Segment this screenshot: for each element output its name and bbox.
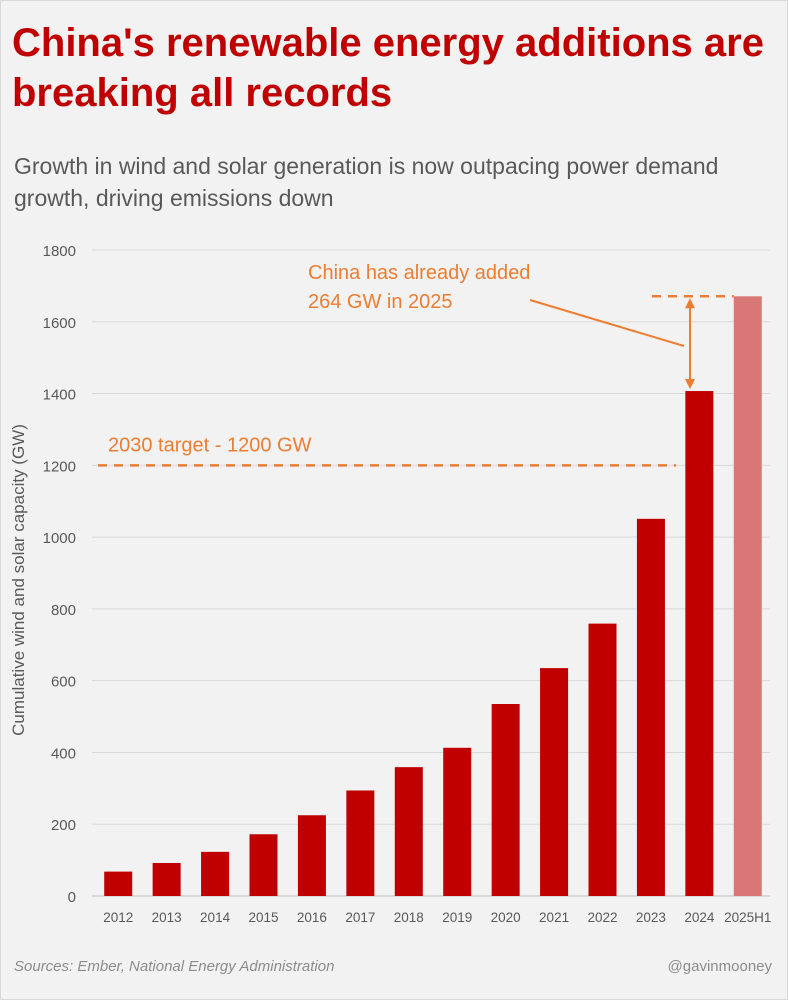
added-label-line1: China has already added bbox=[308, 262, 530, 284]
y-tick-label: 600 bbox=[51, 674, 76, 691]
x-tick-label: 2017 bbox=[345, 910, 375, 925]
y-axis-ticks: 0 200 400 600 800 1000 1200 1400 1600 1800 bbox=[43, 243, 76, 906]
y-tick-label: 800 bbox=[51, 602, 76, 619]
chart-title: China's renewable energy additions are b… bbox=[12, 21, 764, 115]
bar-2014 bbox=[201, 851, 230, 896]
target-label: 2030 target - 1200 GW bbox=[108, 434, 312, 456]
bar-2013 bbox=[152, 862, 181, 896]
x-tick-label: 2018 bbox=[394, 910, 424, 925]
y-tick-label: 1400 bbox=[43, 387, 76, 404]
y-tick-label: 1200 bbox=[43, 458, 76, 475]
chart-subtitle: Growth in wind and solar generation is n… bbox=[14, 153, 719, 211]
gridlines bbox=[92, 249, 770, 897]
bar-2016 bbox=[297, 815, 326, 896]
x-axis-ticks: 2012 2013 2014 2015 2016 2017 2018 2019 2020 2021… bbox=[103, 910, 771, 925]
bars bbox=[104, 296, 762, 897]
x-tick-label: 2014 bbox=[200, 910, 231, 925]
x-tick-label: 2020 bbox=[491, 910, 521, 925]
annotations: 2030 target - 1200 GW China has already a… bbox=[98, 262, 734, 467]
added-arrow-head-down bbox=[685, 379, 695, 390]
y-axis-label: Cumulative wind and solar capacity (GW) bbox=[9, 424, 28, 736]
x-tick-label: 2019 bbox=[442, 910, 472, 925]
x-tick-label: 2022 bbox=[587, 910, 617, 925]
x-tick-label: 2013 bbox=[152, 910, 182, 925]
bar-2025H1 bbox=[733, 296, 762, 897]
bar-2020 bbox=[491, 703, 520, 896]
y-tick-label: 400 bbox=[51, 745, 76, 762]
bar-2023 bbox=[636, 518, 665, 896]
bar-2015 bbox=[249, 834, 278, 896]
bar-2024 bbox=[685, 391, 714, 896]
added-arrow-head-up bbox=[685, 298, 695, 309]
y-tick-label: 200 bbox=[51, 817, 76, 834]
bar-2017 bbox=[346, 790, 375, 896]
x-tick-label: 2021 bbox=[539, 910, 569, 925]
x-tick-label: 2012 bbox=[103, 910, 133, 925]
added-callout-leader bbox=[529, 299, 685, 347]
x-tick-label: 2016 bbox=[297, 910, 327, 925]
y-tick-label: 1600 bbox=[43, 315, 76, 332]
bar-2019 bbox=[443, 747, 472, 896]
bar-2021 bbox=[540, 668, 569, 896]
bar-2022 bbox=[588, 623, 617, 896]
x-tick-label: 2024 bbox=[684, 910, 715, 925]
x-tick-label: 2015 bbox=[248, 910, 278, 925]
y-tick-label: 1000 bbox=[43, 530, 76, 547]
x-tick-label: 2023 bbox=[636, 910, 666, 925]
bar-2018 bbox=[394, 767, 423, 896]
sources-note: Sources: Ember, National Energy Administ… bbox=[14, 958, 335, 975]
added-label-line2: 264 GW in 2025 bbox=[308, 291, 453, 313]
y-tick-label: 0 bbox=[68, 889, 76, 906]
y-tick-label: 1800 bbox=[43, 243, 76, 260]
author-handle: @gavinmooney bbox=[667, 958, 772, 975]
x-tick-label: 2025H1 bbox=[724, 910, 771, 925]
bar-2012 bbox=[104, 871, 133, 896]
